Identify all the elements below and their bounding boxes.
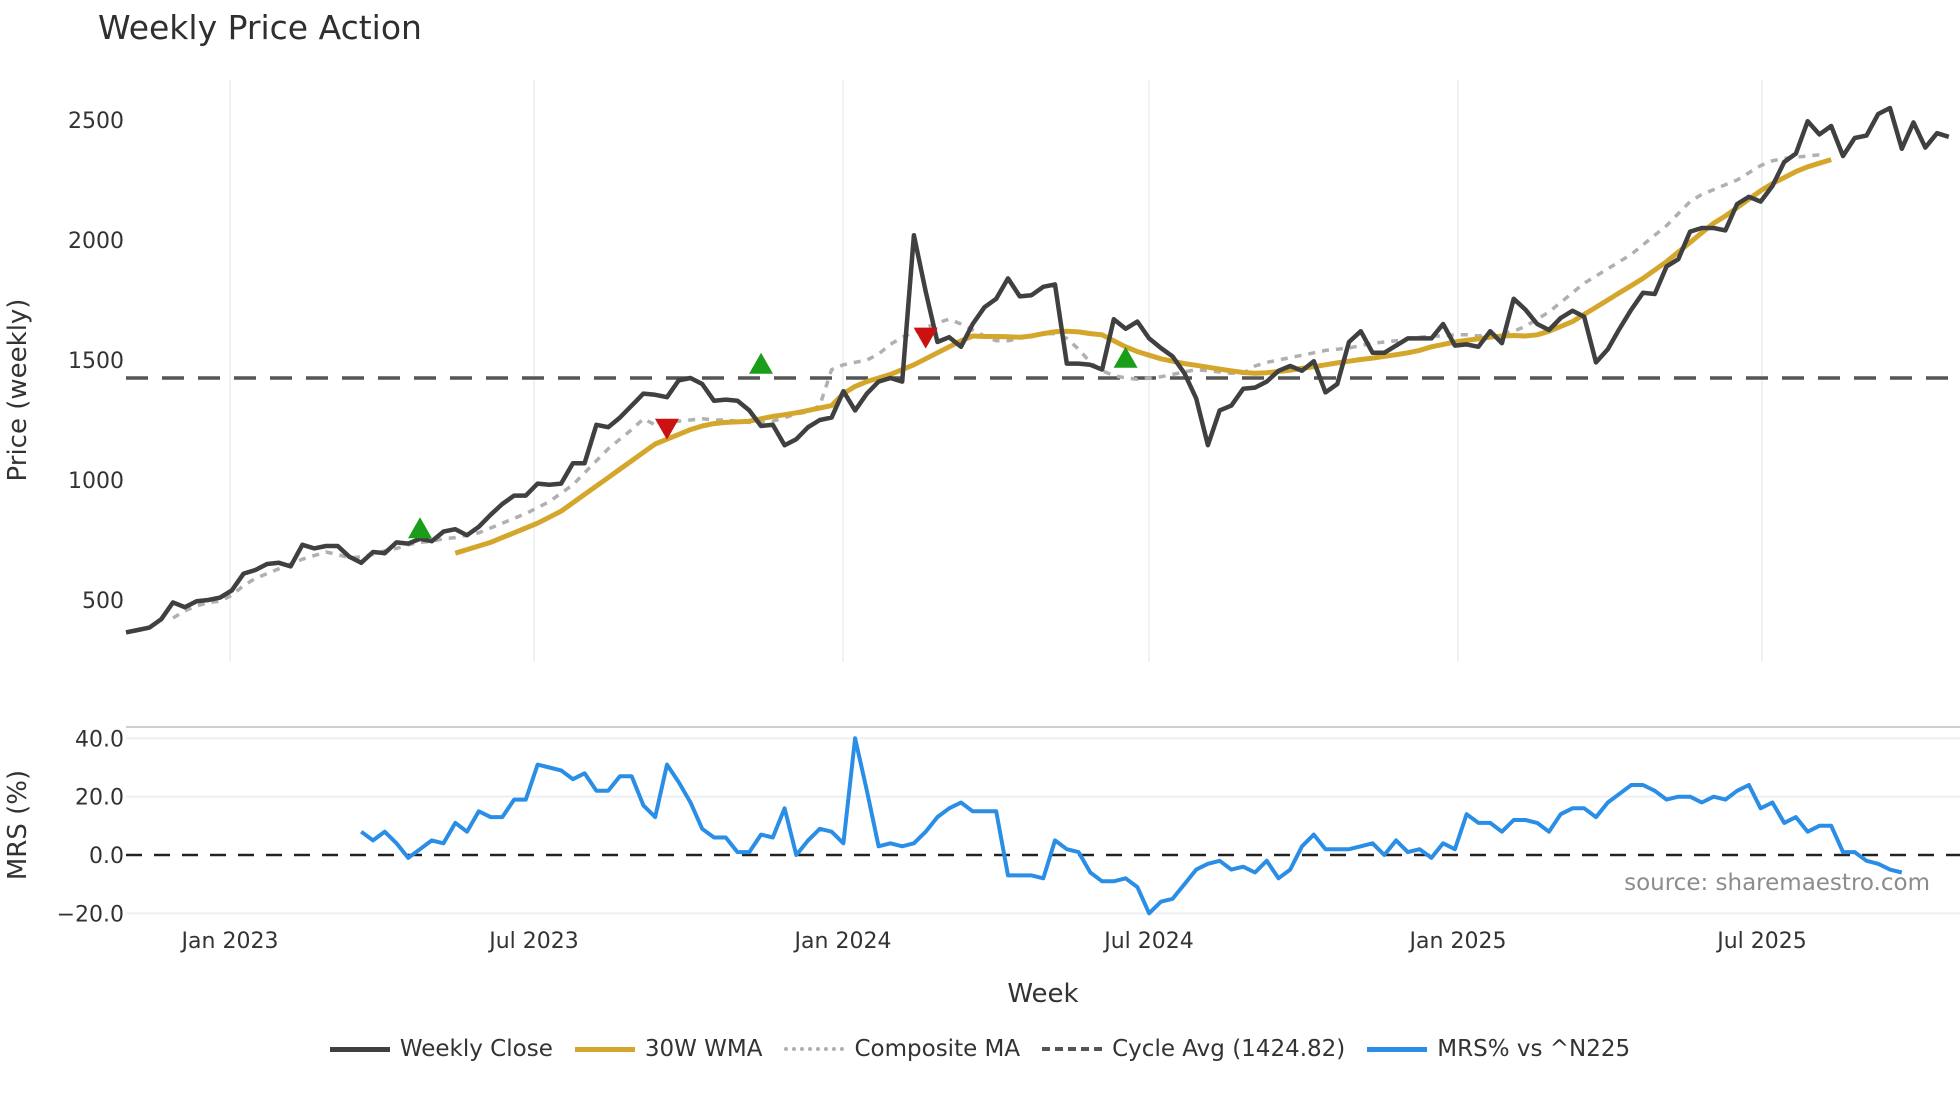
mrs-y-tick-label: 20.0 bbox=[75, 786, 124, 811]
x-tick-label: Jul 2025 bbox=[1715, 929, 1807, 954]
mrs-y-axis-ticks: 40.0 20.0 0.0 −20.0 bbox=[57, 727, 124, 927]
x-tick-label: Jan 2025 bbox=[1408, 929, 1507, 954]
x-axis-label: Week bbox=[1007, 979, 1078, 1009]
price-y-axis-ticks: 500 1000 1500 2000 2500 bbox=[68, 109, 124, 614]
buy-signal-up-triangle-icon bbox=[1113, 346, 1138, 368]
legend-label: Composite MA bbox=[854, 1036, 1021, 1062]
mrs-gridlines bbox=[126, 737, 1960, 915]
mrs-y-tick-label: 0.0 bbox=[89, 844, 124, 869]
legend-swatch-icon bbox=[784, 1047, 845, 1051]
legend-swatch-icon bbox=[329, 1046, 390, 1052]
sell-signal-down-triangle-icon bbox=[654, 418, 679, 440]
legend-swatch-icon bbox=[1367, 1046, 1428, 1052]
legend: Weekly Close 30W WMA Composite MA Cycle Avg… bbox=[0, 1036, 1960, 1062]
x-tick-label: Jul 2023 bbox=[487, 929, 579, 954]
buy-signal-up-triangle-icon bbox=[408, 517, 432, 539]
price-y-axis-label: Price (weekly) bbox=[3, 299, 33, 482]
mrs-y-tick-label: 40.0 bbox=[75, 727, 124, 752]
legend-item[interactable]: MRS% vs ^N225 bbox=[1367, 1036, 1630, 1062]
weekly-close-line bbox=[125, 105, 1950, 635]
legend-label: Cycle Avg (1424.82) bbox=[1112, 1036, 1346, 1062]
price-y-tick-label: 1500 bbox=[68, 349, 124, 374]
x-tick-label: Jul 2024 bbox=[1102, 929, 1194, 954]
x-axis-ticks: Jan 2023 Jul 2023 Jan 2024 Jul 2024 Jan 2025… bbox=[180, 929, 1807, 954]
price-y-tick-label: 2000 bbox=[68, 229, 124, 254]
buy-signal-up-triangle-icon bbox=[749, 352, 774, 374]
mrs-series-group bbox=[360, 736, 1903, 916]
30w-wma-line bbox=[454, 157, 1832, 556]
price-gridlines bbox=[229, 80, 1763, 662]
legend-item[interactable]: Weekly Close bbox=[329, 1036, 553, 1062]
composite-ma-line bbox=[172, 153, 1820, 620]
legend-label: Weekly Close bbox=[399, 1036, 553, 1062]
price-y-tick-label: 2500 bbox=[68, 109, 124, 134]
price-y-tick-label: 500 bbox=[82, 589, 124, 614]
legend-swatch-icon bbox=[574, 1046, 635, 1052]
x-tick-label: Jan 2023 bbox=[180, 929, 279, 954]
mrs-line bbox=[360, 736, 1903, 916]
mrs-y-axis-label: MRS (%) bbox=[3, 770, 33, 880]
mrs-y-tick-label: −20.0 bbox=[57, 902, 124, 927]
signal-markers bbox=[408, 327, 1138, 539]
legend-label: MRS% vs ^N225 bbox=[1437, 1036, 1631, 1062]
sell-signal-down-triangle-icon bbox=[913, 327, 938, 349]
price-series-group bbox=[125, 105, 1950, 635]
chart-title: Weekly Price Action bbox=[98, 8, 422, 47]
x-tick-label: Jan 2024 bbox=[793, 929, 892, 954]
legend-item[interactable]: 30W WMA bbox=[574, 1036, 763, 1062]
legend-label: 30W WMA bbox=[644, 1036, 763, 1062]
legend-item[interactable]: Cycle Avg (1424.82) bbox=[1042, 1036, 1345, 1062]
price-y-tick-label: 1000 bbox=[68, 469, 124, 494]
legend-swatch-icon bbox=[1042, 1047, 1103, 1051]
legend-item[interactable]: Composite MA bbox=[784, 1036, 1020, 1062]
source-label: source: sharemaestro.com bbox=[1624, 870, 1930, 896]
